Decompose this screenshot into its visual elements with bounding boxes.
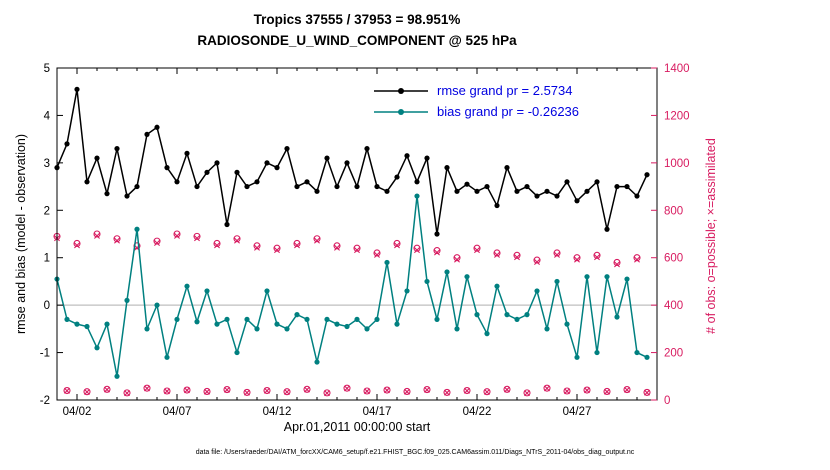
chart-title-stats: Tropics 37555 / 37953 = 98.951% <box>253 12 461 27</box>
x-tick-labels: 04/02 04/07 04/12 04/17 04/22 04/27 <box>63 406 592 418</box>
svg-text:600: 600 <box>664 253 683 265</box>
obs-count-markers <box>53 230 651 397</box>
legend-row-bias: bias grand pr = -0.26236 <box>372 101 662 122</box>
y-axis-label-right: # of obs: o=possible; ×=assimilated <box>704 138 718 334</box>
right-axis-ticks: 0 200 400 600 800 1000 1200 1400 <box>651 63 690 407</box>
svg-text:04/07: 04/07 <box>163 406 192 418</box>
svg-text:800: 800 <box>664 205 683 217</box>
legend-row-rmse: rmse grand pr = 2.5734 <box>372 80 662 101</box>
legend-label-bias: bias grand pr = -0.26236 <box>437 104 580 119</box>
svg-text:200: 200 <box>664 348 683 360</box>
svg-text:1200: 1200 <box>664 110 690 122</box>
svg-text:1: 1 <box>44 253 50 265</box>
svg-text:3: 3 <box>44 158 50 170</box>
svg-text:-1: -1 <box>40 348 50 360</box>
svg-text:1000: 1000 <box>664 158 690 170</box>
bias-line <box>54 193 650 379</box>
bias-line-sample-icon <box>372 102 430 122</box>
y-axis-label-left: rmse and bias (model - observation) <box>14 133 28 335</box>
svg-text:4: 4 <box>44 110 51 122</box>
svg-text:0: 0 <box>44 300 50 312</box>
svg-text:04/12: 04/12 <box>263 406 292 418</box>
svg-text:04/22: 04/22 <box>463 406 492 418</box>
svg-text:1400: 1400 <box>664 63 690 75</box>
plot-area <box>57 68 657 400</box>
chart-title-variable: RADIOSONDE_U_WIND_COMPONENT @ 525 hPa <box>197 33 517 48</box>
svg-text:-2: -2 <box>40 395 50 407</box>
svg-text:2: 2 <box>44 205 50 217</box>
left-axis-ticks: -2 -1 0 1 2 3 4 5 <box>40 63 63 407</box>
data-file-path: data file: /Users/raeder/DAI/ATM_forcXX/… <box>195 449 635 456</box>
x-axis-ticks <box>56 68 658 400</box>
svg-text:5: 5 <box>44 63 50 75</box>
rmse-line <box>54 86 650 237</box>
legend-label-rmse: rmse grand pr = 2.5734 <box>437 83 573 98</box>
svg-text:04/02: 04/02 <box>63 406 92 418</box>
svg-text:04/27: 04/27 <box>563 406 592 418</box>
legend: rmse grand pr = 2.5734 bias grand pr = -… <box>372 80 662 122</box>
x-axis-label: Apr.01,2011 00:00:00 start <box>283 420 431 434</box>
rmse-line-sample-icon <box>372 81 430 101</box>
svg-text:400: 400 <box>664 300 683 312</box>
svg-text:0: 0 <box>664 395 670 407</box>
svg-text:04/17: 04/17 <box>363 406 392 418</box>
